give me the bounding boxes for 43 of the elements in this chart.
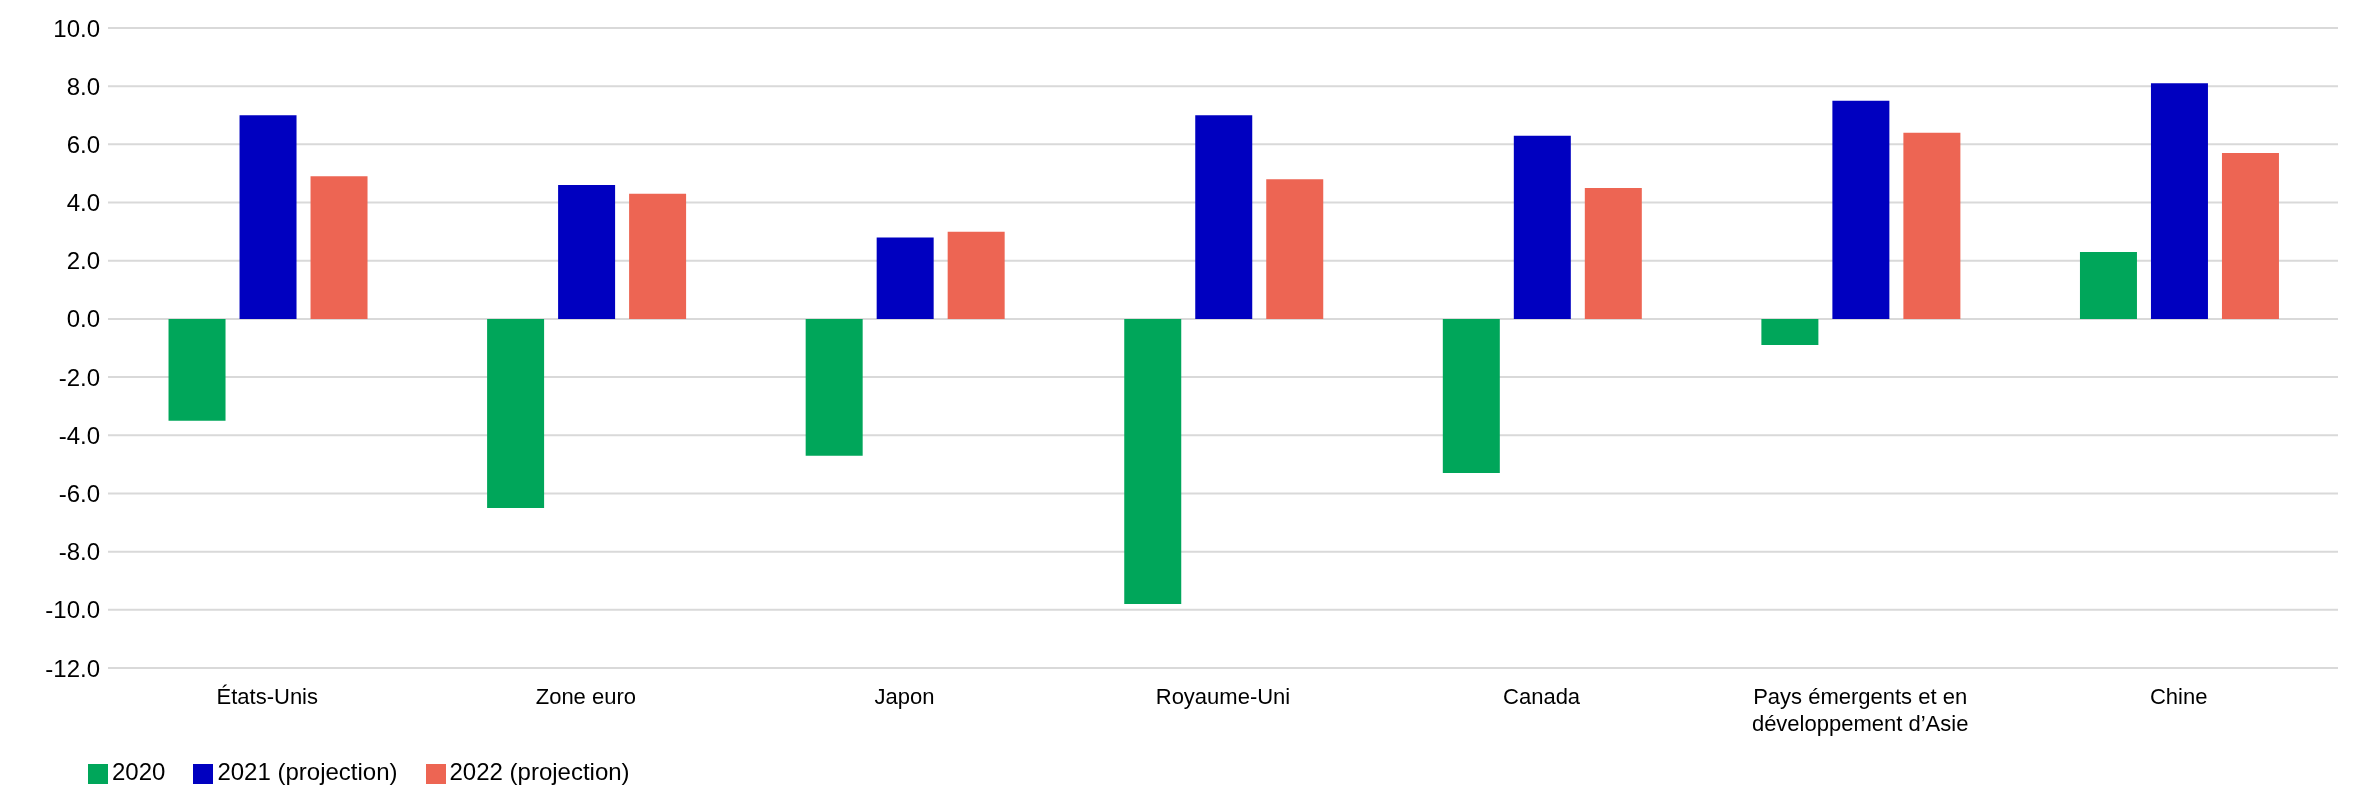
x-tick-label: Royaume-Uni	[1155, 684, 1291, 709]
legend-label: 2021 (projection)	[217, 758, 398, 785]
bar	[310, 176, 368, 319]
bar	[947, 231, 1005, 319]
bar	[1584, 188, 1642, 319]
x-tick-label: Pays émergents et en développement d’Asie	[1751, 684, 1969, 736]
x-tick-label: Canada	[1503, 684, 1581, 709]
bar	[805, 318, 863, 456]
bar	[629, 193, 687, 319]
x-tick-label: Chine	[2149, 684, 2208, 709]
bar	[239, 115, 297, 319]
legend-label: 2020	[112, 758, 166, 785]
y-tick-label: -10.0	[45, 596, 100, 624]
y-tick-label: -4.0	[58, 421, 100, 449]
bar	[1513, 135, 1571, 319]
y-tick-label: 0.0	[66, 305, 100, 333]
bar	[558, 185, 616, 319]
bar	[1832, 100, 1890, 319]
bar	[2079, 252, 2137, 319]
bar	[1442, 318, 1500, 474]
bar	[168, 318, 226, 421]
y-tick-label: -12.0	[45, 654, 100, 682]
y-tick-label: -8.0	[58, 538, 100, 566]
bar	[1903, 132, 1961, 319]
y-tick-label: 6.0	[66, 130, 100, 158]
bar	[1195, 115, 1253, 319]
bar	[1761, 318, 1819, 346]
y-tick-label: 10.0	[53, 14, 100, 42]
bar	[2221, 153, 2279, 319]
bar	[1124, 318, 1182, 604]
bar	[1266, 179, 1324, 319]
legend-label: 2022 (projection)	[449, 758, 630, 785]
y-tick-label: 8.0	[66, 72, 100, 100]
y-tick-label: 2.0	[66, 247, 100, 275]
bar	[487, 318, 545, 508]
y-tick-label: -2.0	[58, 363, 100, 391]
bar	[2150, 83, 2208, 319]
x-tick-label: Zone euro	[535, 684, 637, 709]
y-tick-label: 4.0	[66, 189, 100, 217]
x-tick-label: Japon	[874, 684, 935, 709]
bar	[876, 237, 934, 319]
y-tick-label: -6.0	[58, 479, 100, 507]
x-tick-label: États-Unis	[216, 684, 319, 709]
